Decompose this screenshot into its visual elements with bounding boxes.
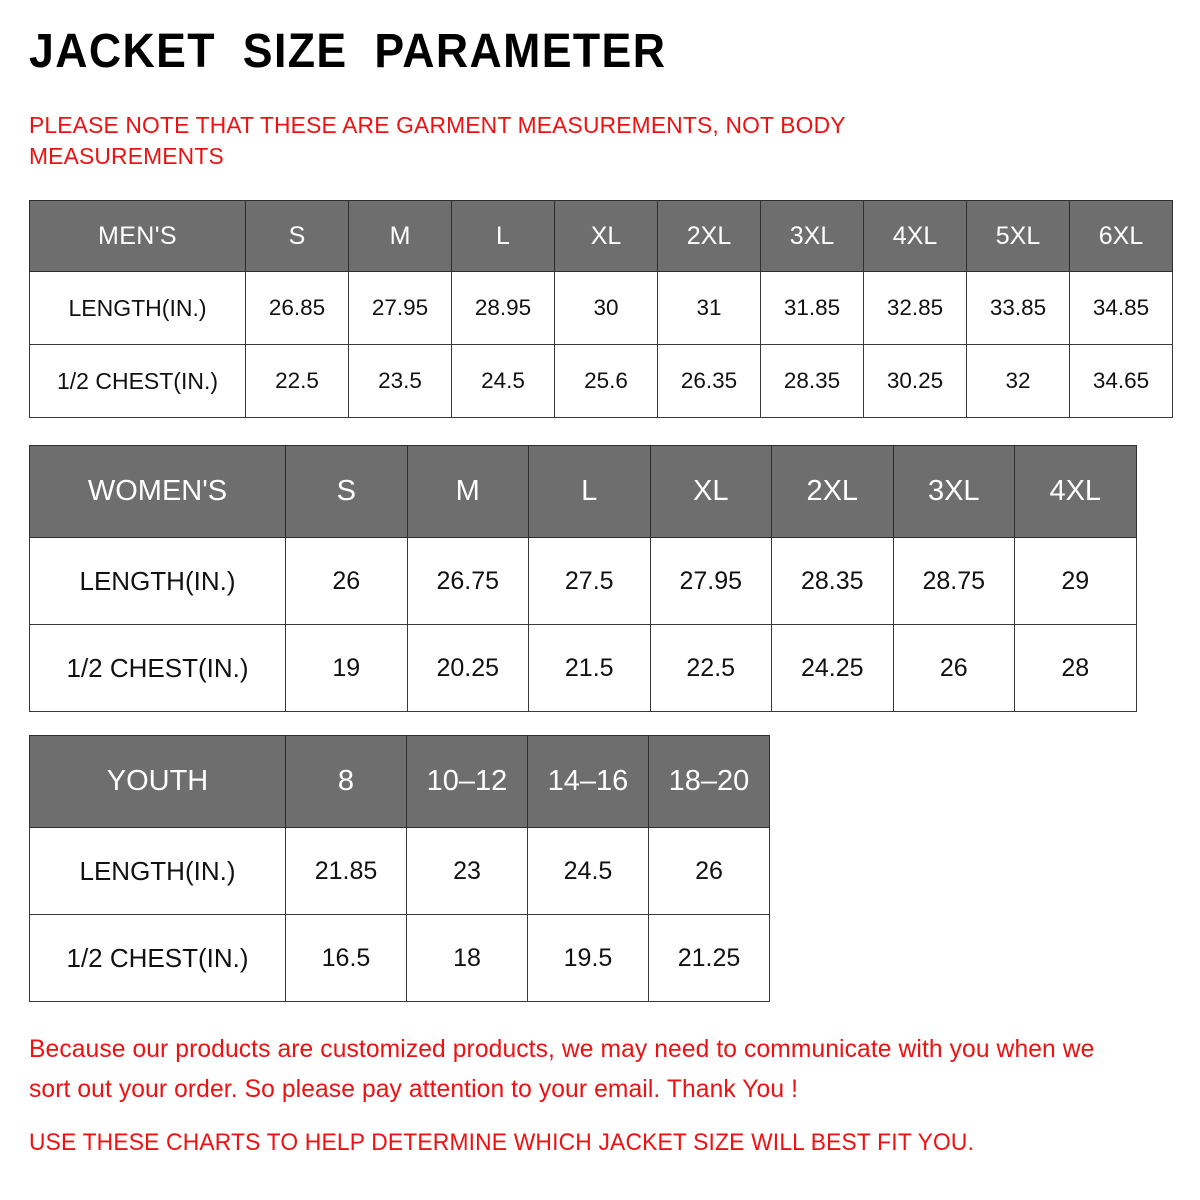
- table-row: 1/2 CHEST(IN.) 22.5 23.5 24.5 25.6 26.35 28.35…: [29, 344, 1173, 418]
- measurement-value: 24.5: [451, 344, 555, 418]
- measurement-row-label: LENGTH(IN.): [29, 537, 286, 625]
- measurement-value: 22.5: [649, 624, 772, 712]
- measurement-value: 23: [406, 827, 528, 915]
- measurement-value: 21.25: [648, 914, 770, 1002]
- size-column-header: 18–20: [648, 735, 770, 828]
- measurement-value: 26: [648, 827, 770, 915]
- size-column-header: XL: [649, 445, 772, 538]
- size-column-header: M: [406, 445, 529, 538]
- measurement-value: 34.65: [1069, 344, 1173, 418]
- measurement-value: 19.5: [527, 914, 649, 1002]
- measurement-row-label: 1/2 CHEST(IN.): [29, 914, 286, 1002]
- size-column-header: 10–12: [406, 735, 528, 828]
- measurement-value: 27.95: [348, 271, 452, 345]
- size-column-header: M: [348, 200, 452, 272]
- measurement-row-label: 1/2 CHEST(IN.): [29, 344, 246, 418]
- youth-size-table: YOUTH 8 10–12 14–16 18–20 LENGTH(IN.) 21.85 23 2…: [29, 735, 770, 1002]
- table-row: LENGTH(IN.) 21.85 23 24.5 26: [29, 827, 770, 915]
- size-column-header: 3XL: [760, 200, 864, 272]
- table-row: LENGTH(IN.) 26.85 27.95 28.95 30 31 31.85 32.85…: [29, 271, 1173, 345]
- measurement-value: 28.35: [760, 344, 864, 418]
- measurement-value: 21.5: [528, 624, 651, 712]
- size-column-header: L: [451, 200, 555, 272]
- measurement-value: 23.5: [348, 344, 452, 418]
- measurement-row-label: LENGTH(IN.): [29, 827, 286, 915]
- measurement-value: 34.85: [1069, 271, 1173, 345]
- measurement-value: 21.85: [285, 827, 407, 915]
- size-column-header: S: [285, 445, 408, 538]
- table-category-header: MEN'S: [29, 200, 246, 272]
- table-category-header: WOMEN'S: [29, 445, 286, 538]
- measurement-value: 28.95: [451, 271, 555, 345]
- size-column-header: S: [245, 200, 349, 272]
- size-column-header: 4XL: [863, 200, 967, 272]
- measurement-value: 31: [657, 271, 761, 345]
- mens-size-table: MEN'S S M L XL 2XL 3XL 4XL 5XL 6XL LENGTH(IN.) 26.8…: [29, 200, 1173, 418]
- table-header-row: WOMEN'S S M L XL 2XL 3XL 4XL: [29, 445, 1137, 538]
- measurement-value: 19: [285, 624, 408, 712]
- measurement-value: 27.5: [528, 537, 651, 625]
- garment-measurement-note: PLEASE NOTE THAT THESE ARE GARMENT MEASU…: [29, 112, 846, 169]
- size-column-header: XL: [554, 200, 658, 272]
- page-title: JACKET SIZE PARAMETER: [29, 25, 667, 78]
- measurement-value: 25.6: [554, 344, 658, 418]
- measurement-value: 32: [966, 344, 1070, 418]
- measurement-value: 20.25: [406, 624, 529, 712]
- measurement-value: 18: [406, 914, 528, 1002]
- size-column-header: 3XL: [892, 445, 1015, 538]
- measurement-value: 31.85: [760, 271, 864, 345]
- size-column-header: 5XL: [966, 200, 1070, 272]
- measurement-value: 32.85: [863, 271, 967, 345]
- measurement-row-label: 1/2 CHEST(IN.): [29, 624, 286, 712]
- measurement-value: 28.75: [892, 537, 1015, 625]
- measurement-value: 26: [285, 537, 408, 625]
- measurement-value: 22.5: [245, 344, 349, 418]
- measurement-value: 24.5: [527, 827, 649, 915]
- size-column-header: 2XL: [657, 200, 761, 272]
- size-column-header: 8: [285, 735, 407, 828]
- womens-size-table: WOMEN'S S M L XL 2XL 3XL 4XL LENGTH(IN.) 26 26.75 2…: [29, 445, 1137, 712]
- measurement-value: 16.5: [285, 914, 407, 1002]
- measurement-value: 30: [554, 271, 658, 345]
- table-row: LENGTH(IN.) 26 26.75 27.5 27.95 28.35 28.75 29: [29, 537, 1137, 625]
- measurement-value: 26.35: [657, 344, 761, 418]
- measurement-value: 26.85: [245, 271, 349, 345]
- measurement-value: 29: [1014, 537, 1137, 625]
- measurement-value: 33.85: [966, 271, 1070, 345]
- measurement-value: 24.25: [771, 624, 894, 712]
- table-row: 1/2 CHEST(IN.) 19 20.25 21.5 22.5 24.25 26 28: [29, 624, 1137, 712]
- size-column-header: L: [528, 445, 651, 538]
- footer-customization-note: Because our products are customized prod…: [29, 1035, 1095, 1103]
- size-column-header: 4XL: [1014, 445, 1137, 538]
- table-category-header: YOUTH: [29, 735, 286, 828]
- measurement-value: 28: [1014, 624, 1137, 712]
- size-column-header: 2XL: [771, 445, 894, 538]
- table-header-row: MEN'S S M L XL 2XL 3XL 4XL 5XL 6XL: [29, 200, 1173, 272]
- measurement-value: 26.75: [406, 537, 529, 625]
- table-header-row: YOUTH 8 10–12 14–16 18–20: [29, 735, 770, 828]
- size-column-header: 6XL: [1069, 200, 1173, 272]
- measurement-row-label: LENGTH(IN.): [29, 271, 246, 345]
- measurement-value: 30.25: [863, 344, 967, 418]
- measurement-value: 28.35: [771, 537, 894, 625]
- measurement-value: 26: [892, 624, 1015, 712]
- footer-usage-note: USE THESE CHARTS TO HELP DETERMINE WHICH…: [29, 1129, 975, 1156]
- size-column-header: 14–16: [527, 735, 649, 828]
- measurement-value: 27.95: [649, 537, 772, 625]
- table-row: 1/2 CHEST(IN.) 16.5 18 19.5 21.25: [29, 914, 770, 1002]
